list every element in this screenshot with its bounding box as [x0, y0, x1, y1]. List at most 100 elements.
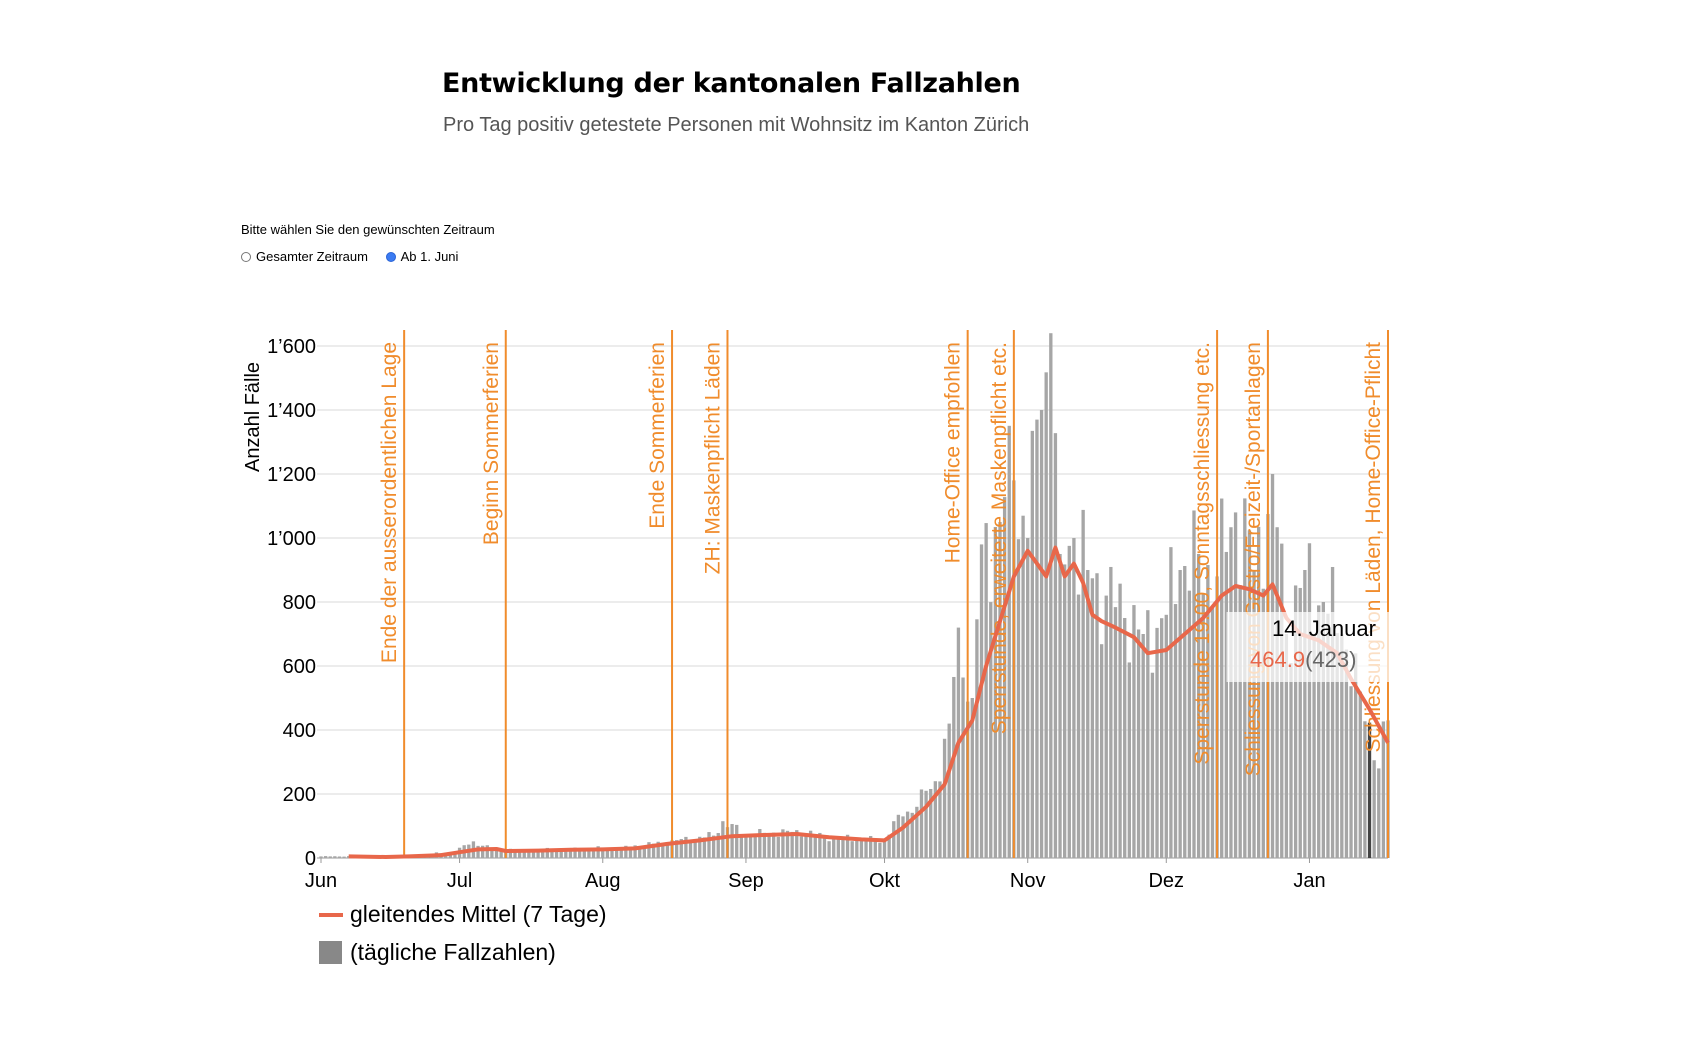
daily-bar[interactable] [1146, 610, 1150, 858]
daily-bar[interactable] [864, 840, 868, 858]
daily-bar[interactable] [1280, 543, 1284, 858]
daily-bar[interactable] [919, 789, 924, 858]
daily-bar[interactable] [998, 522, 1002, 858]
daily-bar[interactable] [1196, 554, 1201, 858]
daily-bar[interactable] [550, 849, 554, 858]
daily-bar[interactable] [905, 811, 910, 858]
daily-bar[interactable] [1035, 419, 1039, 858]
daily-bar[interactable] [1284, 634, 1289, 858]
radio-from-june[interactable] [385, 251, 396, 262]
daily-bar[interactable] [485, 845, 489, 858]
daily-bar[interactable] [1113, 607, 1118, 858]
daily-bar[interactable] [684, 836, 688, 858]
daily-bar[interactable] [531, 850, 536, 858]
daily-bar[interactable] [790, 831, 794, 858]
daily-bar[interactable] [596, 846, 600, 858]
daily-bar[interactable] [490, 849, 494, 858]
daily-bar[interactable] [1109, 566, 1113, 858]
daily-bar[interactable] [716, 833, 720, 858]
daily-bar[interactable] [1178, 570, 1182, 858]
daily-bar[interactable] [1118, 583, 1122, 858]
daily-bar[interactable] [559, 849, 563, 858]
daily-bar[interactable] [508, 848, 513, 858]
daily-bar[interactable] [735, 824, 739, 858]
daily-bar[interactable] [522, 850, 526, 858]
daily-bar[interactable] [1372, 760, 1376, 858]
daily-bar[interactable] [527, 851, 531, 858]
daily-bar[interactable] [698, 836, 702, 858]
radio-full-period[interactable] [241, 251, 251, 262]
daily-bar[interactable] [568, 849, 573, 858]
daily-bar[interactable] [702, 837, 707, 858]
daily-bar[interactable] [1303, 570, 1307, 858]
daily-bar[interactable] [481, 845, 485, 858]
daily-bar[interactable] [845, 834, 850, 858]
daily-bar[interactable] [647, 842, 651, 858]
daily-bar[interactable] [1330, 566, 1335, 858]
daily-bar[interactable] [813, 834, 817, 858]
daily-bar[interactable] [337, 856, 342, 858]
daily-bar[interactable] [1252, 570, 1256, 858]
daily-bar[interactable] [1307, 543, 1312, 858]
daily-bar[interactable] [910, 812, 914, 858]
daily-bar[interactable] [707, 832, 711, 858]
daily-bar[interactable] [1229, 527, 1233, 858]
daily-bar[interactable] [776, 836, 780, 858]
daily-bar[interactable] [1030, 430, 1034, 858]
daily-bar[interactable] [1067, 545, 1071, 858]
daily-bar[interactable] [1002, 497, 1007, 858]
daily-bar[interactable] [896, 814, 901, 858]
daily-bar[interactable] [1293, 585, 1298, 858]
daily-bar[interactable] [1150, 672, 1155, 858]
daily-bar[interactable] [517, 849, 522, 858]
daily-bar[interactable] [827, 841, 831, 858]
daily-bar[interactable] [859, 838, 864, 858]
daily-bar[interactable] [822, 835, 827, 858]
daily-bar[interactable] [1049, 333, 1053, 858]
daily-bar[interactable] [984, 523, 988, 858]
daily-bar[interactable] [1026, 538, 1030, 858]
daily-bar[interactable] [1141, 634, 1145, 858]
daily-bar[interactable] [1354, 653, 1358, 858]
radio-option-full-period[interactable]: Gesamter Zeitraum [241, 249, 368, 264]
daily-bar[interactable] [1132, 605, 1136, 858]
daily-bar[interactable] [1233, 512, 1238, 858]
daily-bar[interactable] [1201, 593, 1205, 858]
daily-bar[interactable] [582, 848, 586, 858]
daily-bar[interactable] [1123, 618, 1127, 858]
daily-bar[interactable] [1312, 635, 1316, 858]
daily-bar[interactable] [1224, 551, 1228, 858]
daily-bar[interactable] [675, 840, 679, 858]
daily-bar[interactable] [638, 847, 642, 858]
daily-bar[interactable] [1358, 691, 1362, 858]
daily-bar[interactable] [961, 677, 965, 858]
daily-bar[interactable] [970, 698, 974, 858]
daily-bar[interactable] [619, 847, 623, 858]
daily-bar[interactable] [721, 821, 725, 858]
daily-bar[interactable] [850, 841, 854, 858]
daily-bar[interactable] [924, 790, 928, 858]
daily-bar[interactable] [993, 526, 998, 858]
daily-bar[interactable] [744, 835, 748, 858]
daily-bar[interactable] [1072, 538, 1076, 858]
daily-bar[interactable] [1247, 530, 1252, 858]
daily-bar[interactable] [1381, 721, 1386, 858]
daily-bar[interactable] [869, 836, 873, 858]
daily-bar[interactable] [989, 602, 993, 858]
daily-bar[interactable] [878, 842, 882, 858]
daily-bar[interactable] [1317, 605, 1321, 858]
daily-bar[interactable] [1095, 573, 1099, 858]
daily-bar[interactable] [818, 832, 822, 858]
daily-bar[interactable] [1275, 527, 1279, 858]
daily-bar[interactable] [319, 856, 323, 858]
daily-bar[interactable] [882, 840, 887, 858]
daily-bar[interactable] [832, 837, 836, 858]
daily-bar[interactable] [1321, 602, 1325, 858]
daily-bar[interactable] [804, 836, 808, 858]
daily-bar[interactable] [1340, 634, 1344, 858]
daily-bar[interactable] [1058, 554, 1062, 858]
daily-bar[interactable] [1090, 578, 1095, 858]
daily-bar[interactable] [1076, 594, 1081, 858]
daily-bar[interactable] [1021, 515, 1025, 858]
daily-bar[interactable] [328, 856, 332, 858]
